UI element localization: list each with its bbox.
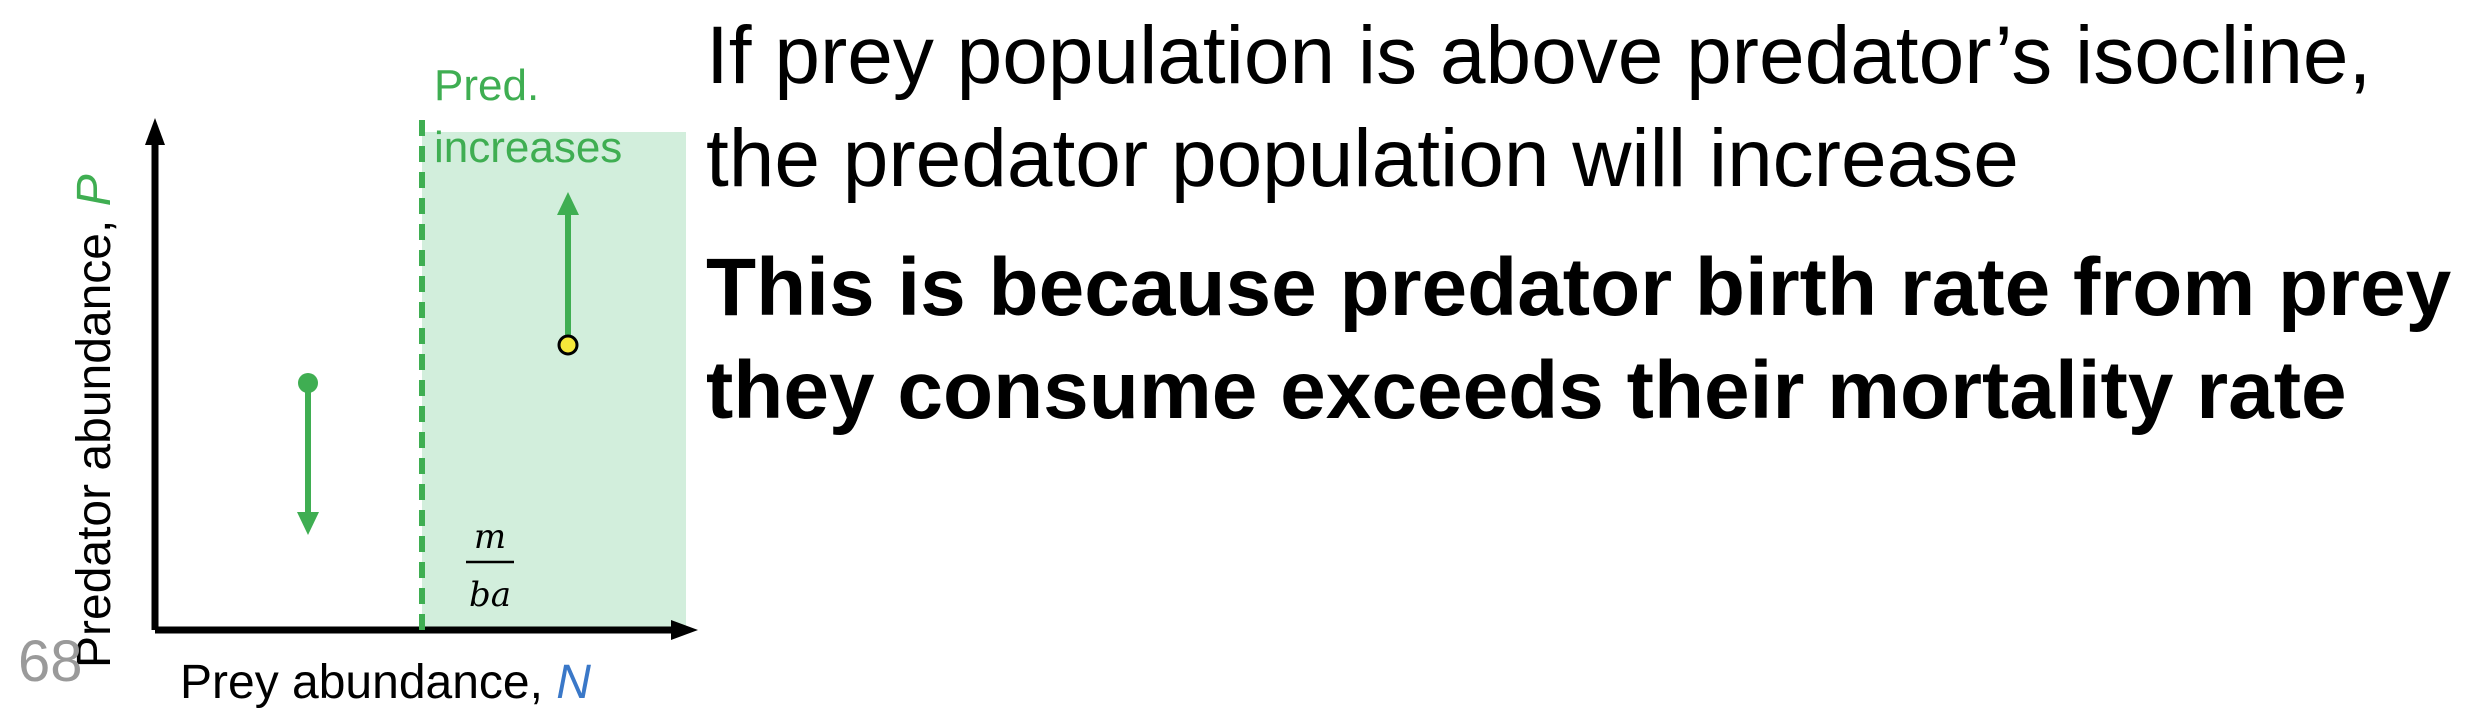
- predator-increase-zone: [422, 132, 686, 630]
- zone-label-line1: Pred.: [434, 61, 539, 110]
- isocline-diagram: Pred. increases m ba Prey abundance, N P…: [68, 61, 698, 709]
- x-axis-arrowhead: [671, 620, 698, 640]
- x-axis-label: Prey abundance, N: [180, 656, 591, 709]
- explanation-line-2: they consume exceeds their mortality rat…: [706, 345, 2347, 436]
- heading-line-2: the predator population will increase: [706, 113, 2019, 204]
- start-point-left: [298, 373, 318, 393]
- explanation-text: This is because predator birth rate from…: [706, 236, 2451, 442]
- y-axis-arrowhead: [145, 118, 165, 145]
- start-point-right: [557, 334, 579, 356]
- x-axis-variable: N: [556, 656, 591, 709]
- slide-page-number: 68: [18, 629, 83, 694]
- y-axis-label: Predator abundance, P: [68, 174, 121, 668]
- isocline-denominator: ba: [469, 575, 511, 615]
- heading-text: If prey population is above predator’s i…: [706, 4, 2371, 210]
- heading-line-1: If prey population is above predator’s i…: [706, 10, 2372, 101]
- decrease-arrowhead: [297, 512, 319, 535]
- x-axis-label-text: Prey abundance,: [180, 656, 556, 709]
- increase-arrowhead: [557, 192, 579, 215]
- y-axis-variable: P: [68, 174, 121, 206]
- isocline-numerator: m: [474, 517, 506, 557]
- zone-label-line2: increases: [434, 123, 622, 172]
- explanation-line-1: This is because predator birth rate from…: [706, 242, 2452, 333]
- y-axis-label-text: Predator abundance,: [68, 206, 121, 668]
